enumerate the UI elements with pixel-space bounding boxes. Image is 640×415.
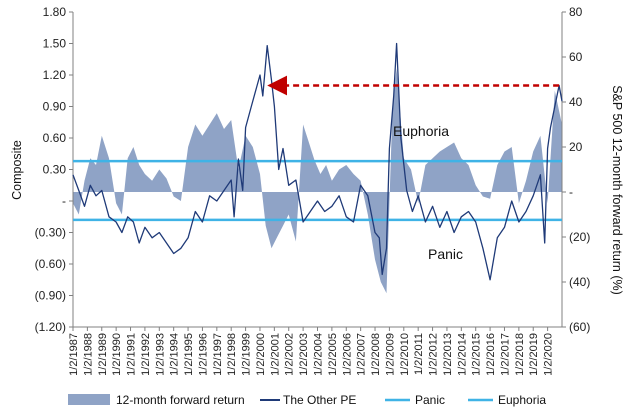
x-tick-label: 1/2/1999 xyxy=(241,333,253,376)
euphoria-annotation: Euphoria xyxy=(393,123,449,139)
left-tick-label: (1.20) xyxy=(35,320,66,334)
right-tick-label: 80 xyxy=(569,5,583,19)
x-tick-label: 1/2/2001 xyxy=(269,333,281,376)
left-tick-label: 1.80 xyxy=(43,5,67,19)
x-tick-label: 1/2/2014 xyxy=(456,333,468,376)
right-tick-label: 20 xyxy=(569,140,583,154)
right-tick-label: (20) xyxy=(569,230,590,244)
x-tick-label: 1/2/2009 xyxy=(384,333,396,376)
left-axis-title: Composite xyxy=(10,140,24,200)
left-tick-label: 0.90 xyxy=(43,100,67,114)
left-tick-label: 0.60 xyxy=(43,131,67,145)
right-tick-label: 40 xyxy=(569,95,583,109)
x-tick-label: 1/2/1992 xyxy=(140,333,152,376)
x-tick-label: 1/2/2018 xyxy=(514,333,526,376)
left-tick-label: (0.30) xyxy=(35,226,66,240)
left-tick-label: 0.30 xyxy=(43,163,67,177)
x-tick-label: 1/2/2019 xyxy=(528,333,540,376)
panic-annotation: Panic xyxy=(428,246,463,262)
x-tick-label: 1/2/1994 xyxy=(169,333,181,376)
x-tick-label: 1/2/2003 xyxy=(298,333,310,376)
x-tick-label: 1/2/1995 xyxy=(183,333,195,376)
legend-label-forward-return: 12-month forward return xyxy=(116,393,245,407)
legend-swatch-forward-return xyxy=(68,394,110,405)
legend-label-panic: Panic xyxy=(415,393,445,407)
left-tick-label: - xyxy=(62,194,66,208)
x-tick-label: 1/2/2020 xyxy=(543,333,555,376)
left-tick-label: (0.90) xyxy=(35,289,66,303)
x-tick-label: 1/2/1997 xyxy=(212,333,224,376)
x-tick-label: 1/2/2010 xyxy=(399,333,411,376)
x-tick-label: 1/2/1989 xyxy=(97,333,109,376)
x-tick-label: 1/2/2007 xyxy=(356,333,368,376)
forward-return-area xyxy=(73,68,562,294)
x-tick-label: 1/2/2017 xyxy=(499,333,511,376)
x-tick-label: 1/2/2011 xyxy=(413,333,425,375)
x-tick-label: 1/2/2008 xyxy=(370,333,382,376)
x-tick-label: 1/2/2006 xyxy=(341,333,353,376)
x-tick-label: 1/2/2004 xyxy=(313,333,325,376)
x-tick-label: 1/2/2005 xyxy=(327,333,339,376)
right-tick-label: (40) xyxy=(569,275,590,289)
x-tick-label: 1/2/2002 xyxy=(284,333,296,376)
legend: 12-month forward return The Other PE Pan… xyxy=(68,393,546,407)
right-tick-label: - xyxy=(569,185,573,199)
x-tick-label: 1/2/2012 xyxy=(428,333,440,376)
right-tick-label: (60) xyxy=(569,320,590,334)
left-tick-label: (0.60) xyxy=(35,257,66,271)
x-tick-label: 1/2/1988 xyxy=(82,333,94,376)
left-tick-label: 1.20 xyxy=(43,68,67,82)
legend-label-other-pe: The Other PE xyxy=(283,393,356,407)
left-tick-label: 1.50 xyxy=(43,37,67,51)
x-tick-label: 1/2/1998 xyxy=(226,333,238,376)
other-pe-line xyxy=(72,42,563,281)
x-tick-label: 1/2/1996 xyxy=(197,333,209,376)
x-tick-label: 1/2/1991 xyxy=(126,333,138,376)
x-tick-label: 1/2/1993 xyxy=(154,333,166,376)
legend-label-euphoria: Euphoria xyxy=(498,393,546,407)
right-axis-title: S&P 500 12-month forward return (%) xyxy=(610,85,624,295)
x-tick-label: 1/2/1987 xyxy=(68,333,80,376)
x-tick-label: 1/2/2013 xyxy=(442,333,454,376)
x-tick-label: 1/2/2000 xyxy=(255,333,267,376)
x-tick-label: 1/2/2016 xyxy=(485,333,497,376)
x-tick-label: 1/2/1990 xyxy=(111,333,123,376)
right-tick-label: 60 xyxy=(569,50,583,64)
x-tick-label: 1/2/2015 xyxy=(471,333,483,376)
